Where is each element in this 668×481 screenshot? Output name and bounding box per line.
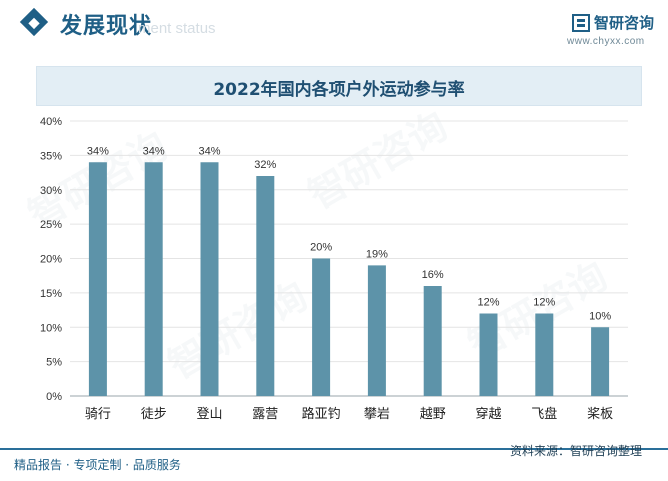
brand-url[interactable]: www.chyxx.com: [567, 36, 645, 47]
data-label: 16%: [422, 269, 444, 281]
x-tick-label: 露营: [252, 407, 278, 422]
x-tick-label: 穿越: [475, 406, 501, 422]
data-label: 34%: [87, 145, 109, 157]
y-tick-label: 10%: [40, 322, 62, 334]
bar[interactable]: [144, 162, 163, 396]
x-tick-label: 路亚钓: [302, 406, 341, 422]
data-label: 20%: [310, 242, 332, 254]
y-tick-label: 20%: [40, 254, 62, 266]
bar[interactable]: [88, 162, 107, 396]
source-note: 资料来源：智研咨询整理: [510, 444, 643, 458]
footer-slogan: 精品报告 · 专项定制 · 品质服务: [14, 458, 181, 472]
header: 发展现状 ment status 智研咨询 www.chyxx.com: [0, 0, 668, 52]
y-tick-label: 15%: [40, 288, 62, 300]
y-tick-label: 25%: [40, 219, 62, 231]
data-label: 34%: [143, 145, 165, 157]
data-label: 12%: [477, 297, 499, 309]
footer-divider: [0, 448, 668, 450]
brand-name: 智研咨询: [594, 14, 655, 32]
bar[interactable]: [367, 265, 386, 396]
x-tick-label: 骑行: [85, 407, 111, 422]
data-label: 19%: [366, 248, 388, 260]
bar[interactable]: [535, 313, 554, 397]
x-tick-label: 登山: [196, 407, 222, 422]
y-tick-label: 0%: [46, 391, 62, 403]
brand-logo-icon: [572, 14, 590, 32]
subtitle-en: ment status: [138, 20, 216, 37]
page-title: 发展现状: [60, 14, 153, 39]
x-tick-label: 桨板: [587, 406, 613, 422]
y-tick-label: 40%: [40, 116, 62, 128]
bar[interactable]: [312, 258, 331, 397]
data-label: 10%: [589, 310, 611, 322]
data-label: 34%: [198, 145, 220, 157]
y-tick-label: 30%: [40, 185, 62, 197]
data-label: 12%: [533, 297, 555, 309]
y-tick-label: 5%: [46, 357, 62, 369]
bar-chart: 0% 5% 10% 15% 20% 25% 30% 35% 40% 34% 骑行 34% 徒步 34% 登山…: [40, 116, 628, 422]
bar[interactable]: [423, 286, 442, 396]
x-tick-label: 越野: [420, 407, 446, 422]
x-tick-label: 攀岩: [364, 407, 390, 422]
x-tick-label: 徒步: [141, 407, 167, 422]
bar[interactable]: [256, 176, 275, 396]
bar[interactable]: [479, 313, 498, 397]
bar[interactable]: [591, 327, 610, 396]
x-tick-label: 飞盘: [531, 406, 557, 422]
data-label: 32%: [254, 159, 276, 171]
y-tick-label: 35%: [40, 150, 62, 162]
chart-title: 2022年国内各项户外运动参与率: [213, 80, 465, 100]
chart-title-band: 2022年国内各项户外运动参与率: [36, 66, 642, 106]
bar[interactable]: [200, 162, 219, 396]
